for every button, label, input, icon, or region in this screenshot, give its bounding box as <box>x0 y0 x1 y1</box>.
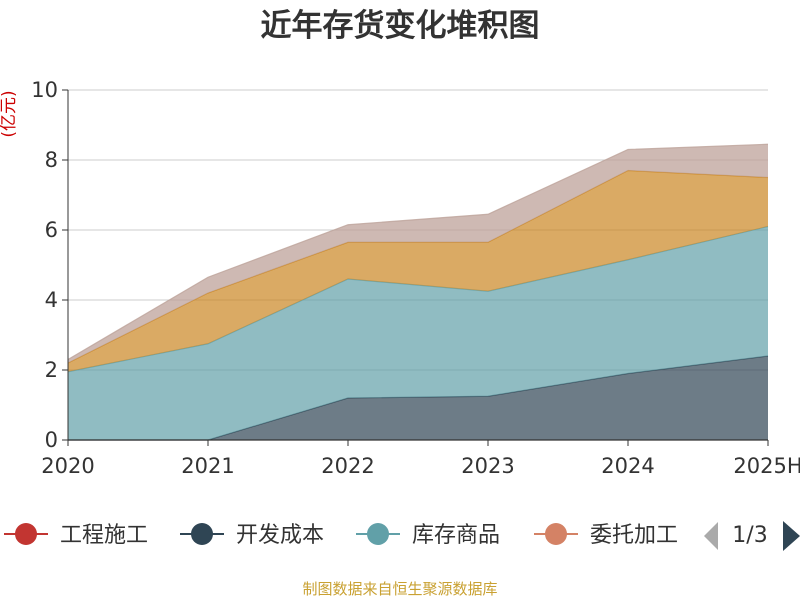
legend-prev-page-icon[interactable] <box>704 522 718 550</box>
x-tick-label: 2024 <box>601 454 654 478</box>
y-tick-label: 6 <box>45 218 58 242</box>
y-tick-label: 8 <box>45 148 58 172</box>
x-tick-label: 2022 <box>321 454 374 478</box>
legend-item-3[interactable]: 库存商品 <box>356 523 500 548</box>
area-2 <box>68 226 768 440</box>
legend-swatch-marker <box>545 523 567 545</box>
area-4 <box>68 144 768 363</box>
x-tick-label: 2021 <box>181 454 234 478</box>
legend-swatch-marker <box>191 523 213 545</box>
legend-swatch-marker <box>15 523 37 545</box>
y-axis-unit-label: (亿元) <box>0 90 19 137</box>
area-3 <box>68 170 768 372</box>
legend-label: 开发成本 <box>236 523 324 548</box>
y-tick-label: 10 <box>31 78 58 102</box>
legend-swatch-marker <box>367 523 389 545</box>
legend-item-2[interactable]: 开发成本 <box>180 523 324 548</box>
area-1 <box>68 356 768 440</box>
y-tick-label: 0 <box>45 428 58 452</box>
y-tick-label: 2 <box>45 358 58 382</box>
legend-label: 委托加工 <box>590 523 678 548</box>
legend-item-1[interactable]: 工程施工 <box>4 523 148 548</box>
legend-label: 工程施工 <box>60 523 148 548</box>
x-tick-label: 2020 <box>41 454 94 478</box>
area-series <box>67 143 769 441</box>
legend: 工程施工 开发成本 库存商品 委托加工 1/3 <box>4 521 800 551</box>
y-tick-label: 4 <box>45 288 58 312</box>
x-tick-label: 2025H <box>733 454 800 478</box>
legend-next-page-icon[interactable] <box>783 521 800 551</box>
legend-item-4[interactable]: 委托加工 <box>534 523 678 548</box>
axes: 0 2 4 6 8 10 2020 2021 2022 2023 2024 2025H <box>31 78 800 478</box>
series-line-4 <box>67 143 769 361</box>
source-note: 制图数据来自恒生聚源数据库 <box>302 580 497 598</box>
legend-label: 库存商品 <box>412 523 500 548</box>
x-tick-label: 2023 <box>461 454 514 478</box>
legend-page-indicator: 1/3 <box>732 523 767 548</box>
chart-title: 近年存货变化堆积图 <box>261 8 540 44</box>
